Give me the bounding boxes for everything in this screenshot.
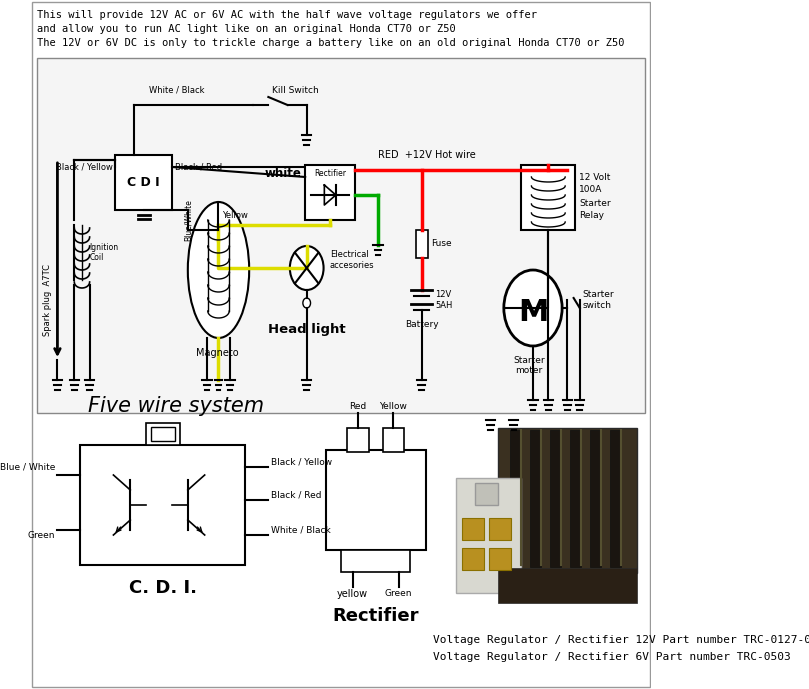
Bar	[522, 165, 575, 230]
Ellipse shape	[188, 202, 249, 338]
Text: 100A: 100A	[579, 185, 603, 194]
Text: Voltage Regulator / Rectifier 12V Part number TRC-0127-0: Voltage Regulator / Rectifier 12V Part n…	[434, 635, 809, 645]
Text: Spark plug  A7TC: Spark plug A7TC	[43, 264, 52, 336]
Bar	[550, 430, 561, 567]
Text: Rectifier: Rectifier	[332, 607, 419, 625]
Bar	[463, 548, 484, 570]
Text: Ignition
Coil: Ignition Coil	[90, 243, 119, 263]
Text: Head light: Head light	[268, 323, 345, 336]
Text: M: M	[518, 298, 549, 327]
Text: This will provide 12V AC or 6V AC with the half wave voltage regulators we offer: This will provide 12V AC or 6V AC with t…	[36, 10, 536, 20]
Text: Voltage Regulator / Rectifier 6V Part number TRC-0503: Voltage Regulator / Rectifier 6V Part nu…	[434, 652, 791, 662]
Bar	[530, 430, 541, 567]
Bar	[498, 428, 637, 573]
Bar	[489, 548, 510, 570]
Bar	[456, 478, 522, 593]
Text: White / Black: White / Black	[271, 526, 330, 535]
Text: Blue / White: Blue / White	[0, 462, 55, 471]
Text: Starter
switch: Starter switch	[582, 290, 615, 309]
Text: Magneto: Magneto	[196, 348, 239, 358]
Bar	[610, 430, 621, 567]
Text: white: white	[265, 167, 301, 180]
Bar	[489, 518, 510, 540]
Text: C D I: C D I	[127, 176, 160, 189]
Text: Green: Green	[28, 531, 55, 539]
Bar	[590, 430, 601, 567]
Text: and allow you to run AC light like on an original Honda CT70 or Z50: and allow you to run AC light like on an…	[36, 24, 455, 34]
Text: C. D. I.: C. D. I.	[129, 579, 197, 597]
Bar	[305, 165, 355, 220]
Text: Black / Red: Black / Red	[175, 163, 222, 172]
Text: Green: Green	[385, 589, 413, 598]
Text: Relay: Relay	[579, 211, 604, 220]
Bar	[146, 423, 180, 445]
Bar	[115, 155, 172, 210]
Bar	[151, 427, 175, 441]
Text: The 12V or 6V DC is only to trickle charge a battery like on an old original Hon: The 12V or 6V DC is only to trickle char…	[36, 38, 625, 48]
Text: 12 Volt: 12 Volt	[579, 172, 610, 181]
Circle shape	[303, 298, 311, 308]
Text: Kill Switch: Kill Switch	[272, 85, 319, 94]
Text: Starter: Starter	[579, 198, 611, 207]
Text: Rectifier: Rectifier	[314, 169, 346, 178]
Text: White / Black: White / Black	[149, 85, 204, 94]
Text: Black / Yellow: Black / Yellow	[271, 457, 332, 466]
Text: 12V
5AH: 12V 5AH	[435, 290, 453, 309]
Text: Electrical
accesories: Electrical accesories	[330, 250, 375, 269]
Bar	[326, 450, 426, 550]
Bar	[498, 568, 637, 603]
Text: yellow: yellow	[337, 589, 368, 599]
Text: RED  +12V Hot wire: RED +12V Hot wire	[378, 150, 476, 160]
Circle shape	[290, 246, 324, 290]
Bar	[341, 550, 410, 572]
Text: Starter
moter: Starter moter	[514, 356, 545, 376]
Bar	[80, 445, 245, 565]
Bar	[416, 230, 428, 258]
Text: Red: Red	[349, 402, 366, 411]
Bar	[510, 430, 522, 567]
Circle shape	[504, 270, 562, 346]
Bar	[476, 483, 498, 505]
Text: Five wire system: Five wire system	[88, 396, 265, 416]
Bar	[463, 518, 484, 540]
Bar	[36, 58, 645, 413]
Bar	[347, 428, 369, 452]
Bar	[383, 428, 404, 452]
Bar	[570, 430, 582, 567]
Text: Yellow: Yellow	[379, 402, 407, 411]
Text: Fuse: Fuse	[431, 238, 451, 247]
Text: Battery: Battery	[405, 320, 438, 329]
Text: Black / Yellow: Black / Yellow	[56, 163, 112, 172]
Text: Yellow: Yellow	[222, 211, 248, 220]
Text: Black / Red: Black / Red	[271, 491, 321, 500]
Text: Blue/White: Blue/White	[184, 199, 193, 241]
